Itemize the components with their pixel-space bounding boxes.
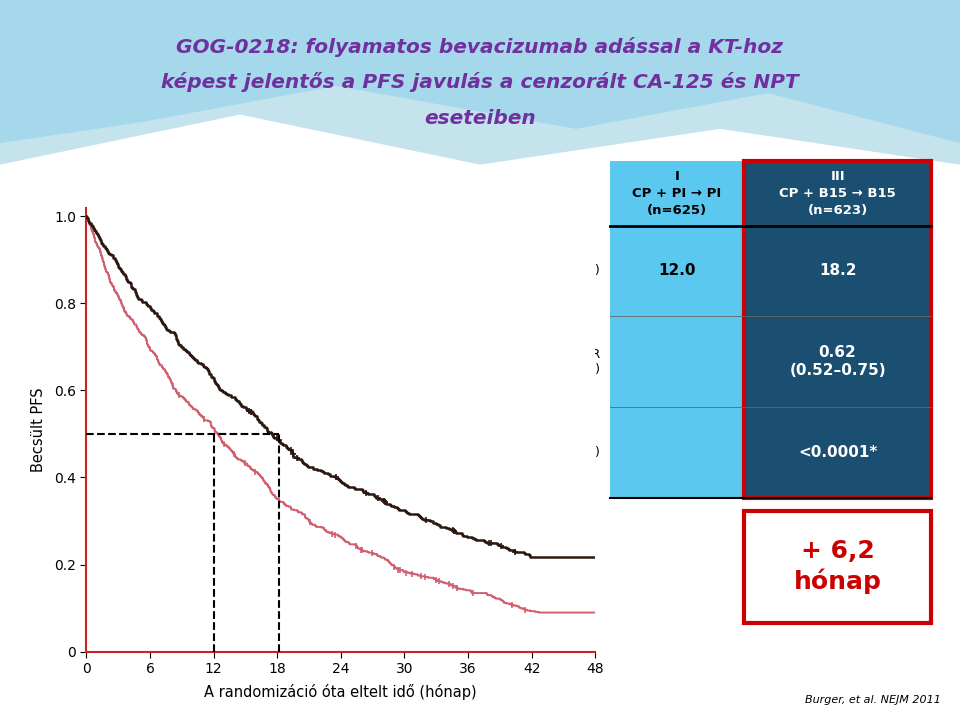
Bar — [610, 226, 744, 498]
Text: + 6,2
hónap: + 6,2 hónap — [794, 539, 881, 594]
Text: Stratifikált analízis HR
(95% CI): Stratifikált analízis HR (95% CI) — [462, 347, 600, 376]
X-axis label: A randomizáció óta eltelt idő (hónap): A randomizáció óta eltelt idő (hónap) — [204, 684, 477, 700]
Text: Medián PFS (hónap): Medián PFS (hónap) — [475, 264, 600, 277]
Y-axis label: Becsült PFS: Becsült PFS — [31, 387, 46, 472]
Text: <0.0001*: <0.0001* — [798, 445, 877, 460]
Bar — [744, 161, 931, 498]
Text: képest jelentős a PFS javulás a cenzorált CA-125 és NPT: képest jelentős a PFS javulás a cenzorál… — [161, 72, 799, 92]
Text: III
CP + B15 → B15
(n=623): III CP + B15 → B15 (n=623) — [780, 170, 896, 217]
Text: 0.62
(0.52–0.75): 0.62 (0.52–0.75) — [789, 345, 886, 378]
Text: I
CP + PI → PI
(n=625): I CP + PI → PI (n=625) — [633, 170, 721, 217]
Text: GOG-0218: folyamatos bevacizumab adással a KT-hoz: GOG-0218: folyamatos bevacizumab adással… — [177, 37, 783, 57]
Bar — [744, 511, 931, 623]
Text: 12.0: 12.0 — [658, 263, 696, 279]
Polygon shape — [0, 0, 960, 143]
Text: Burger, et al. NEJM 2011: Burger, et al. NEJM 2011 — [804, 695, 941, 705]
Text: p érték egyoldalú (log rank): p érték egyoldalú (log rank) — [425, 446, 600, 459]
Bar — [610, 161, 744, 226]
Text: 18.2: 18.2 — [819, 263, 856, 279]
Bar — [744, 161, 931, 498]
Polygon shape — [0, 0, 960, 165]
Text: eseteiben: eseteiben — [424, 109, 536, 127]
